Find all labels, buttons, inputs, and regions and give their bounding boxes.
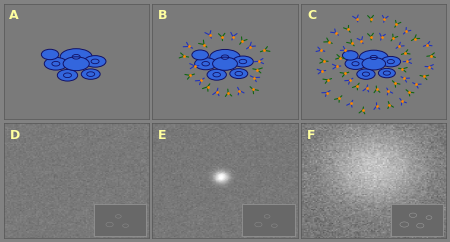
Ellipse shape — [57, 69, 78, 81]
Ellipse shape — [44, 57, 68, 70]
Ellipse shape — [212, 57, 238, 70]
Ellipse shape — [345, 58, 366, 69]
Ellipse shape — [84, 56, 106, 67]
Ellipse shape — [342, 51, 358, 60]
Text: A: A — [9, 9, 19, 23]
Ellipse shape — [230, 69, 248, 79]
Text: F: F — [307, 129, 315, 142]
Ellipse shape — [60, 49, 92, 65]
Text: D: D — [9, 129, 20, 142]
Ellipse shape — [81, 69, 100, 79]
Text: E: E — [158, 129, 166, 142]
Bar — [94, 204, 146, 236]
Ellipse shape — [381, 56, 400, 67]
Ellipse shape — [378, 68, 396, 78]
Ellipse shape — [357, 69, 375, 79]
Ellipse shape — [360, 50, 388, 65]
Bar — [243, 204, 295, 236]
Ellipse shape — [210, 49, 240, 65]
Ellipse shape — [192, 50, 208, 60]
Ellipse shape — [63, 57, 89, 71]
Text: C: C — [307, 9, 316, 23]
Text: B: B — [158, 9, 168, 23]
Ellipse shape — [207, 69, 226, 80]
Ellipse shape — [41, 49, 59, 60]
Ellipse shape — [233, 56, 253, 67]
Ellipse shape — [362, 58, 386, 70]
Ellipse shape — [195, 58, 217, 70]
Bar — [391, 204, 444, 236]
